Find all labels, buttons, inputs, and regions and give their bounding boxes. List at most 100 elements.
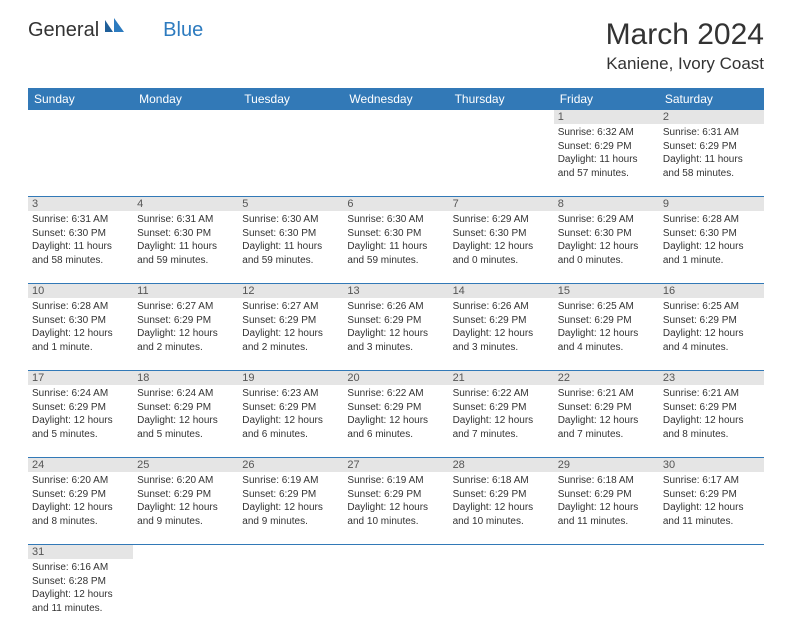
sunrise-text: Sunrise: 6:25 AM bbox=[663, 300, 760, 314]
day-cell: Sunrise: 6:16 AMSunset: 6:28 PMDaylight:… bbox=[28, 559, 133, 631]
title-block: March 2024 Kaniene, Ivory Coast bbox=[606, 18, 764, 74]
week-row: Sunrise: 6:16 AMSunset: 6:28 PMDaylight:… bbox=[28, 559, 764, 631]
day-cell: Sunrise: 6:30 AMSunset: 6:30 PMDaylight:… bbox=[343, 211, 448, 283]
day-number bbox=[28, 110, 133, 124]
sunset-text: Sunset: 6:29 PM bbox=[558, 488, 655, 502]
day-number: 15 bbox=[554, 284, 659, 298]
day-number bbox=[554, 545, 659, 559]
sunrise-text: Sunrise: 6:29 AM bbox=[453, 213, 550, 227]
logo-text-general: General bbox=[28, 19, 99, 42]
weekday-header: Sunday bbox=[28, 88, 133, 110]
day-number: 24 bbox=[28, 458, 133, 472]
day-cell: Sunrise: 6:18 AMSunset: 6:29 PMDaylight:… bbox=[554, 472, 659, 544]
day-number: 26 bbox=[238, 458, 343, 472]
sunset-text: Sunset: 6:29 PM bbox=[137, 401, 234, 415]
day-number bbox=[133, 545, 238, 559]
daylight-text: Daylight: 12 hours and 0 minutes. bbox=[558, 240, 655, 267]
sunset-text: Sunset: 6:29 PM bbox=[663, 488, 760, 502]
daylight-text: Daylight: 12 hours and 5 minutes. bbox=[137, 414, 234, 441]
daylight-text: Daylight: 11 hours and 58 minutes. bbox=[32, 240, 129, 267]
daylight-text: Daylight: 12 hours and 2 minutes. bbox=[137, 327, 234, 354]
sunrise-text: Sunrise: 6:27 AM bbox=[137, 300, 234, 314]
week-row: Sunrise: 6:20 AMSunset: 6:29 PMDaylight:… bbox=[28, 472, 764, 545]
day-number bbox=[343, 110, 448, 124]
sunrise-text: Sunrise: 6:24 AM bbox=[137, 387, 234, 401]
day-number: 12 bbox=[238, 284, 343, 298]
day-cell: Sunrise: 6:29 AMSunset: 6:30 PMDaylight:… bbox=[554, 211, 659, 283]
daylight-text: Daylight: 11 hours and 59 minutes. bbox=[137, 240, 234, 267]
daylight-text: Daylight: 12 hours and 11 minutes. bbox=[663, 501, 760, 528]
day-cell bbox=[28, 124, 133, 196]
day-cell: Sunrise: 6:20 AMSunset: 6:29 PMDaylight:… bbox=[28, 472, 133, 544]
day-cell: Sunrise: 6:30 AMSunset: 6:30 PMDaylight:… bbox=[238, 211, 343, 283]
sunset-text: Sunset: 6:30 PM bbox=[32, 314, 129, 328]
weekday-header: Monday bbox=[133, 88, 238, 110]
day-number-row: 31 bbox=[28, 545, 764, 559]
week-row: Sunrise: 6:32 AMSunset: 6:29 PMDaylight:… bbox=[28, 124, 764, 197]
day-number-row: 3456789 bbox=[28, 197, 764, 211]
sunrise-text: Sunrise: 6:28 AM bbox=[32, 300, 129, 314]
sunset-text: Sunset: 6:29 PM bbox=[663, 140, 760, 154]
day-cell: Sunrise: 6:25 AMSunset: 6:29 PMDaylight:… bbox=[659, 298, 764, 370]
logo-sail-icon bbox=[103, 18, 125, 39]
daylight-text: Daylight: 12 hours and 3 minutes. bbox=[453, 327, 550, 354]
logo: General Blue bbox=[28, 18, 203, 43]
day-cell: Sunrise: 6:18 AMSunset: 6:29 PMDaylight:… bbox=[449, 472, 554, 544]
day-cell: Sunrise: 6:31 AMSunset: 6:30 PMDaylight:… bbox=[133, 211, 238, 283]
day-number: 4 bbox=[133, 197, 238, 211]
daylight-text: Daylight: 12 hours and 0 minutes. bbox=[453, 240, 550, 267]
daylight-text: Daylight: 12 hours and 1 minute. bbox=[32, 327, 129, 354]
sunrise-text: Sunrise: 6:32 AM bbox=[558, 126, 655, 140]
day-number: 19 bbox=[238, 371, 343, 385]
day-cell: Sunrise: 6:26 AMSunset: 6:29 PMDaylight:… bbox=[449, 298, 554, 370]
day-cell: Sunrise: 6:27 AMSunset: 6:29 PMDaylight:… bbox=[238, 298, 343, 370]
sunrise-text: Sunrise: 6:30 AM bbox=[242, 213, 339, 227]
sunrise-text: Sunrise: 6:20 AM bbox=[32, 474, 129, 488]
weeks-container: 12Sunrise: 6:32 AMSunset: 6:29 PMDayligh… bbox=[28, 110, 764, 631]
day-number: 22 bbox=[554, 371, 659, 385]
day-number: 30 bbox=[659, 458, 764, 472]
day-cell bbox=[554, 559, 659, 631]
sunrise-text: Sunrise: 6:16 AM bbox=[32, 561, 129, 575]
day-cell bbox=[133, 559, 238, 631]
day-cell: Sunrise: 6:19 AMSunset: 6:29 PMDaylight:… bbox=[343, 472, 448, 544]
sunset-text: Sunset: 6:29 PM bbox=[32, 488, 129, 502]
sunset-text: Sunset: 6:30 PM bbox=[558, 227, 655, 241]
sunrise-text: Sunrise: 6:18 AM bbox=[558, 474, 655, 488]
daylight-text: Daylight: 12 hours and 6 minutes. bbox=[242, 414, 339, 441]
sunrise-text: Sunrise: 6:27 AM bbox=[242, 300, 339, 314]
daylight-text: Daylight: 12 hours and 10 minutes. bbox=[453, 501, 550, 528]
daylight-text: Daylight: 11 hours and 57 minutes. bbox=[558, 153, 655, 180]
day-number: 13 bbox=[343, 284, 448, 298]
day-cell bbox=[449, 559, 554, 631]
week-row: Sunrise: 6:24 AMSunset: 6:29 PMDaylight:… bbox=[28, 385, 764, 458]
daylight-text: Daylight: 11 hours and 58 minutes. bbox=[663, 153, 760, 180]
day-cell: Sunrise: 6:23 AMSunset: 6:29 PMDaylight:… bbox=[238, 385, 343, 457]
daylight-text: Daylight: 12 hours and 2 minutes. bbox=[242, 327, 339, 354]
day-number: 7 bbox=[449, 197, 554, 211]
day-cell: Sunrise: 6:24 AMSunset: 6:29 PMDaylight:… bbox=[28, 385, 133, 457]
day-cell bbox=[343, 559, 448, 631]
day-number: 10 bbox=[28, 284, 133, 298]
sunrise-text: Sunrise: 6:29 AM bbox=[558, 213, 655, 227]
day-number: 14 bbox=[449, 284, 554, 298]
day-number: 23 bbox=[659, 371, 764, 385]
day-number: 9 bbox=[659, 197, 764, 211]
daylight-text: Daylight: 12 hours and 9 minutes. bbox=[137, 501, 234, 528]
sunrise-text: Sunrise: 6:23 AM bbox=[242, 387, 339, 401]
sunset-text: Sunset: 6:30 PM bbox=[347, 227, 444, 241]
day-cell: Sunrise: 6:28 AMSunset: 6:30 PMDaylight:… bbox=[28, 298, 133, 370]
day-cell: Sunrise: 6:20 AMSunset: 6:29 PMDaylight:… bbox=[133, 472, 238, 544]
sunrise-text: Sunrise: 6:25 AM bbox=[558, 300, 655, 314]
daylight-text: Daylight: 12 hours and 7 minutes. bbox=[453, 414, 550, 441]
sunrise-text: Sunrise: 6:21 AM bbox=[558, 387, 655, 401]
sunset-text: Sunset: 6:29 PM bbox=[453, 488, 550, 502]
sunset-text: Sunset: 6:29 PM bbox=[663, 314, 760, 328]
day-number bbox=[238, 110, 343, 124]
day-cell: Sunrise: 6:24 AMSunset: 6:29 PMDaylight:… bbox=[133, 385, 238, 457]
daylight-text: Daylight: 12 hours and 11 minutes. bbox=[32, 588, 129, 615]
day-cell: Sunrise: 6:17 AMSunset: 6:29 PMDaylight:… bbox=[659, 472, 764, 544]
day-cell bbox=[343, 124, 448, 196]
sunset-text: Sunset: 6:29 PM bbox=[347, 314, 444, 328]
weekday-header-row: SundayMondayTuesdayWednesdayThursdayFrid… bbox=[28, 88, 764, 110]
